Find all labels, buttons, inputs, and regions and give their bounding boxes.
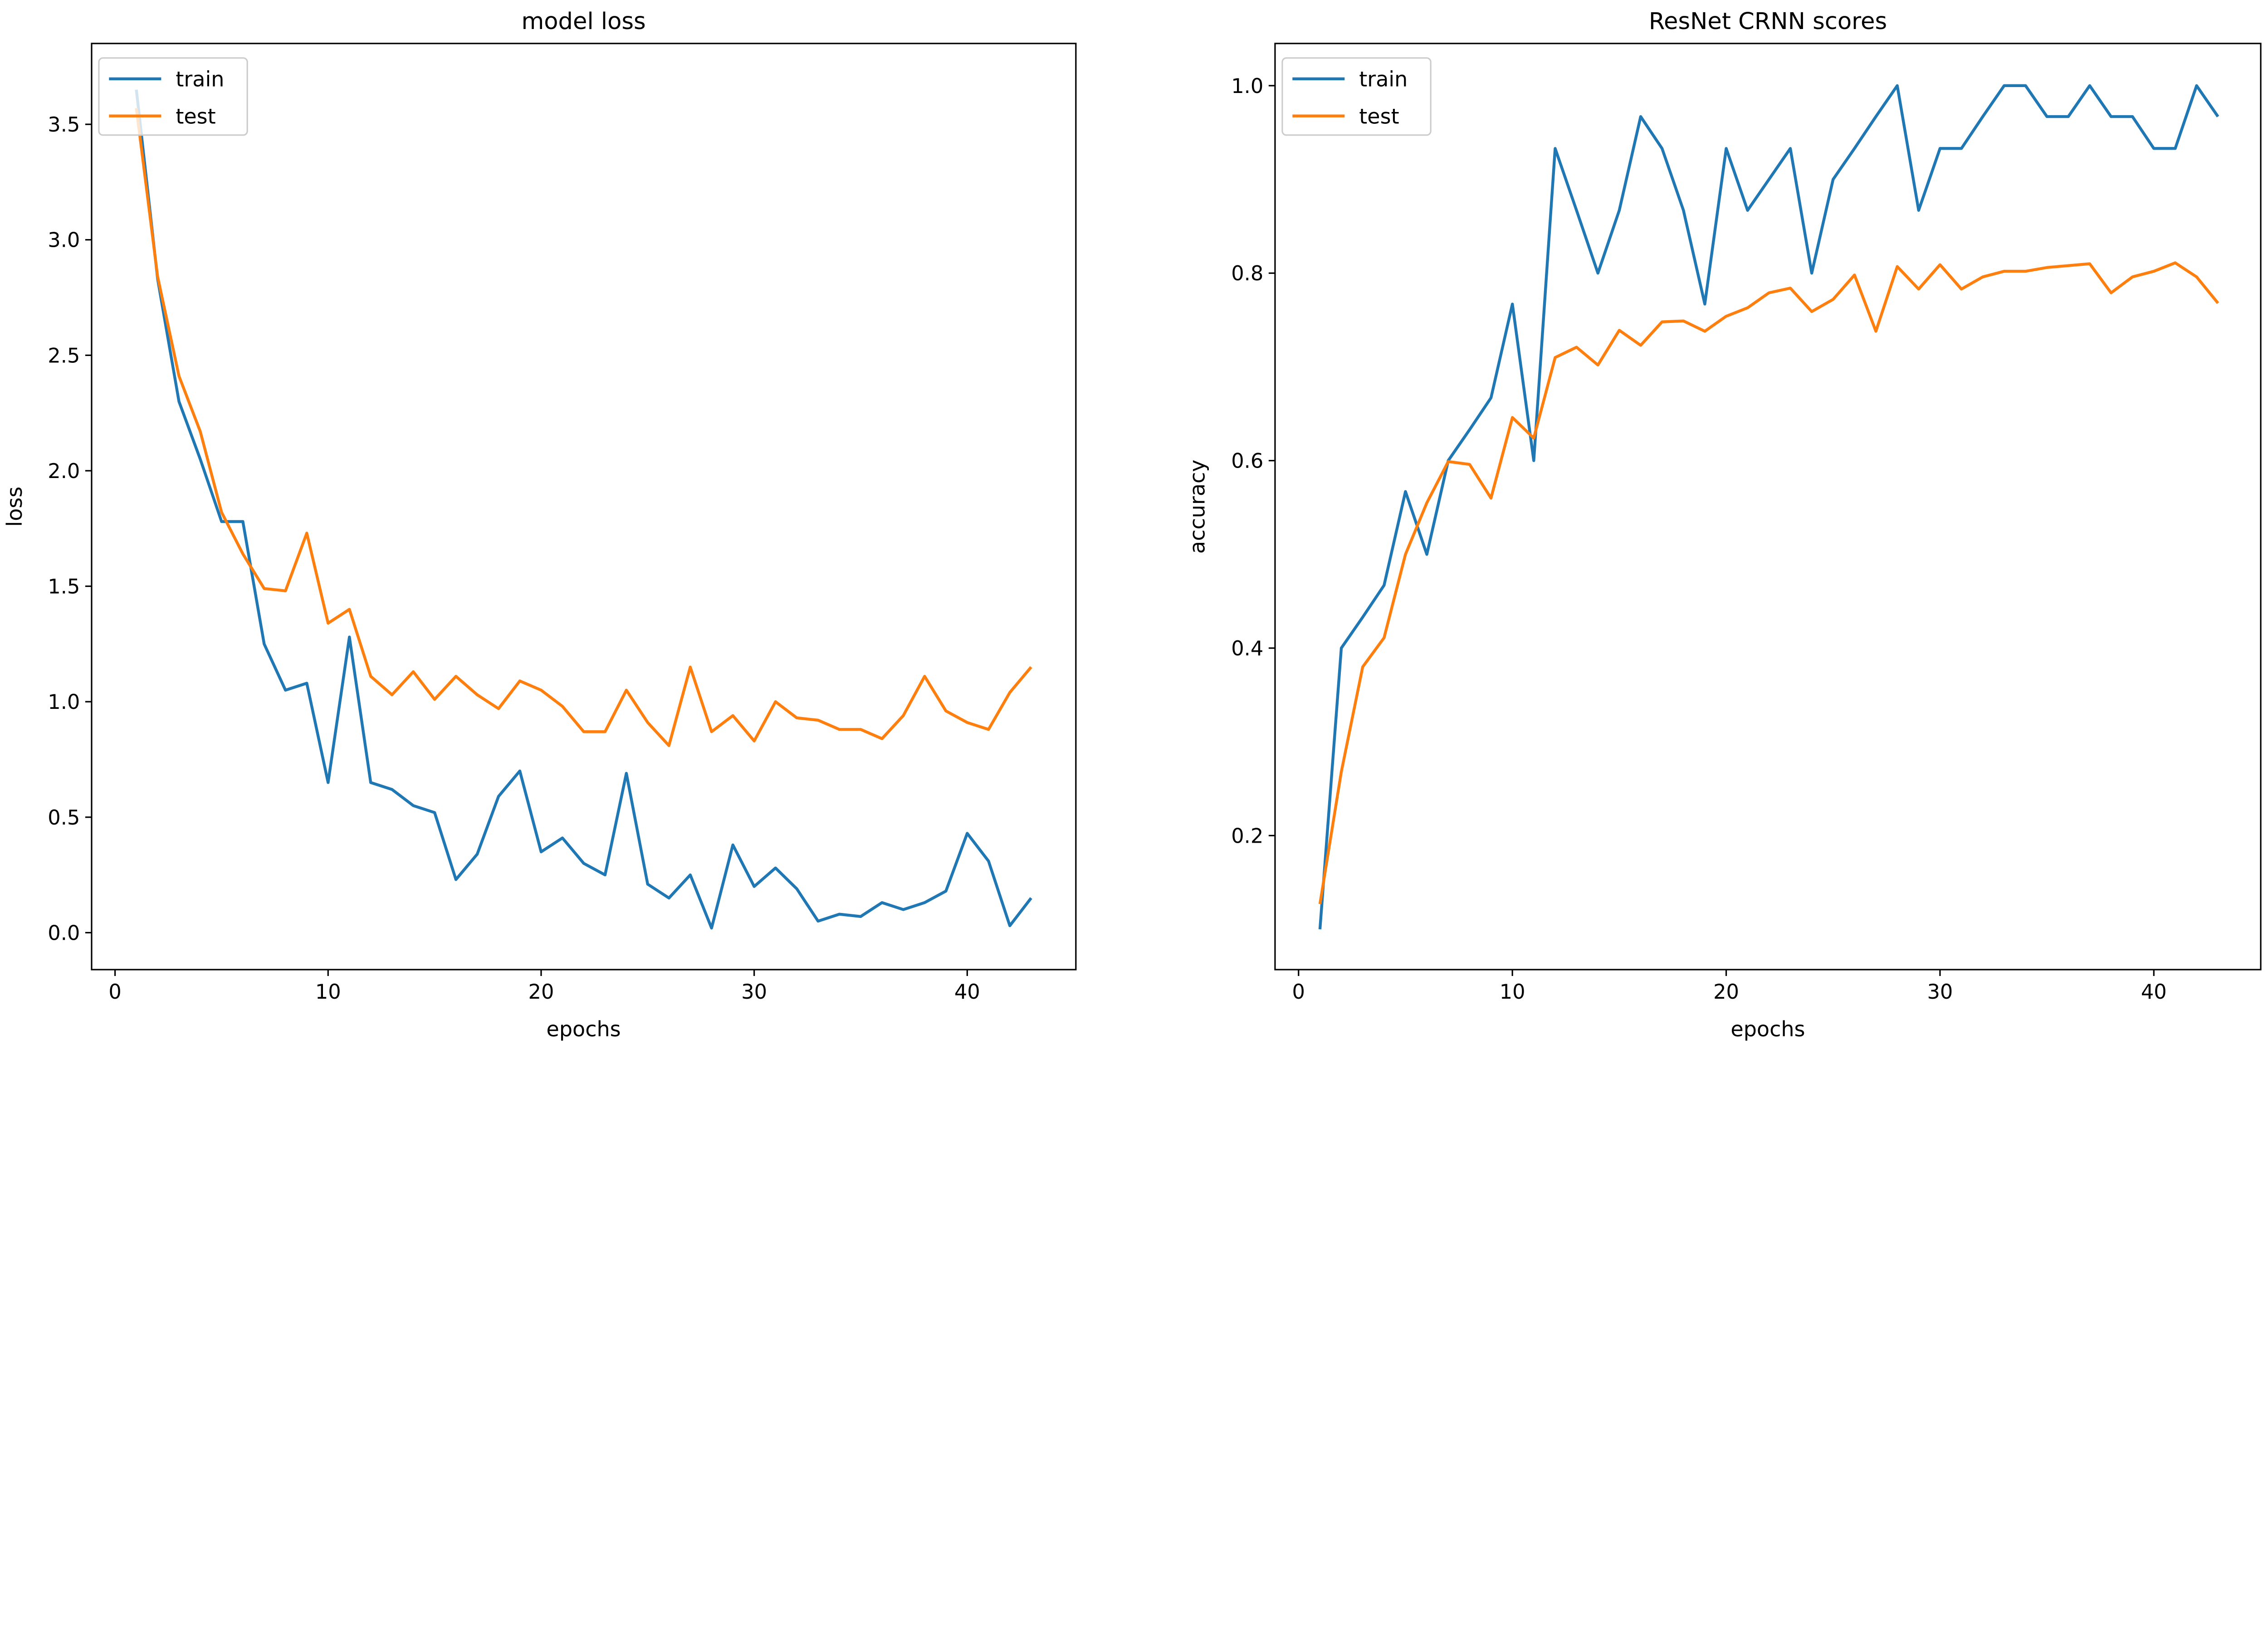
x-tick-label: 40 — [2141, 980, 2167, 1004]
y-tick-label: 0.5 — [48, 805, 80, 830]
figure: model loss epochs loss 0 10 20 30 40 0.0 0.5 1.… — [2, 8, 2262, 1041]
y-tick-label: 3.0 — [48, 228, 80, 252]
x-tick-label: 10 — [1500, 980, 1525, 1004]
legend-box — [1281, 57, 1432, 136]
legend-label-test: test — [1359, 104, 1399, 128]
legend-label-test: test — [176, 104, 215, 128]
x-tick-label: 20 — [1713, 980, 1739, 1004]
series-line-test — [135, 108, 1032, 747]
x-tick-label: 10 — [315, 980, 341, 1004]
legend: train test — [1281, 57, 1432, 136]
axes-frame — [91, 43, 1077, 971]
x-tick-label: 20 — [528, 980, 554, 1004]
x-tick-label: 30 — [1927, 980, 1953, 1004]
x-tick-label: 0 — [1292, 980, 1305, 1004]
chart-title: model loss — [521, 8, 645, 35]
legend: train test — [98, 57, 248, 136]
chart-title: ResNet CRNN scores — [1649, 8, 1887, 35]
y-tick-label: 0.0 — [48, 921, 80, 945]
y-tick-label: 0.2 — [1231, 824, 1263, 848]
legend-box — [98, 57, 248, 136]
axes-frame — [1274, 43, 2262, 971]
y-axis-label: loss — [2, 487, 27, 527]
x-tick-label: 40 — [954, 980, 980, 1004]
y-tick-label: 1.5 — [48, 575, 80, 599]
y-tick-label: 0.8 — [1231, 261, 1263, 285]
y-tick-label: 2.5 — [48, 343, 80, 367]
y-tick-label: 0.6 — [1231, 449, 1263, 473]
x-axis-label: epochs — [1730, 1017, 1805, 1041]
x-tick-label: 0 — [108, 980, 121, 1004]
series-line-test — [1318, 261, 2219, 904]
legend-label-train: train — [176, 67, 224, 91]
y-axis-label: accuracy — [1185, 459, 1210, 554]
x-axis-label: epochs — [547, 1017, 621, 1041]
accuracy-chart: ResNet CRNN scores epochs accuracy 0 10 20… — [1185, 8, 2262, 1041]
y-tick-label: 1.0 — [48, 690, 80, 714]
y-tick-label: 2.0 — [48, 459, 80, 483]
x-tick-label: 30 — [741, 980, 767, 1004]
series-line-train — [1318, 84, 2219, 930]
loss-chart: model loss epochs loss 0 10 20 30 40 0.0 0.5 1.… — [2, 8, 1077, 1041]
legend-label-train: train — [1359, 67, 1408, 91]
y-tick-label: 3.5 — [48, 112, 80, 137]
y-tick-label: 0.4 — [1231, 636, 1263, 660]
y-tick-label: 1.0 — [1231, 74, 1263, 98]
series-line-train — [135, 89, 1032, 930]
